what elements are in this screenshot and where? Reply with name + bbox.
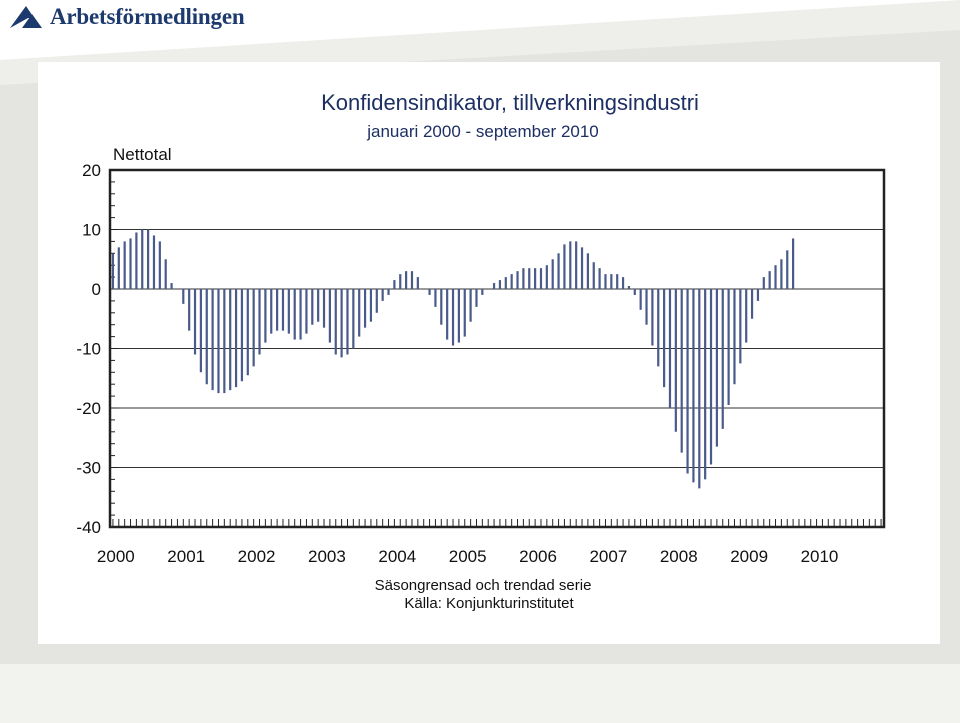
y-tick-label: 0 xyxy=(92,280,101,299)
arbetsformedlingen-logo-icon xyxy=(10,6,42,28)
x-tick-label: 2002 xyxy=(238,547,276,566)
x-tick-label: 2001 xyxy=(167,547,205,566)
y-tick-label: 10 xyxy=(82,221,101,240)
chart-title: Konfidensindikator, tillverkningsindustr… xyxy=(321,90,699,115)
x-tick-label: 2008 xyxy=(660,547,698,566)
bottom-band xyxy=(0,664,960,723)
x-tick-labels: 2000 2001 2002 2003 2004 2005 2006 2007 2008 2009… xyxy=(97,547,838,566)
slide-panel xyxy=(38,62,940,644)
brand-logo: Arbetsförmedlingen xyxy=(8,2,245,32)
note-source: Källa: Konjunkturinstitutet xyxy=(404,595,574,612)
y-tick-label: -20 xyxy=(76,399,101,418)
y-axis-unit-label: Nettotal xyxy=(113,145,172,164)
y-tick-label: -10 xyxy=(76,340,101,359)
y-tick-label: -30 xyxy=(76,459,101,478)
x-tick-label: 2004 xyxy=(378,547,416,566)
x-tick-label: 2003 xyxy=(308,547,346,566)
gridlines xyxy=(110,229,884,468)
x-tick-label: 2006 xyxy=(519,547,557,566)
plot-frame xyxy=(108,168,886,529)
x-tick-label: 2010 xyxy=(801,547,839,566)
x-tick-label: 2005 xyxy=(449,547,487,566)
x-tick-label: 2007 xyxy=(589,547,627,566)
y-tick-label: 20 xyxy=(82,161,101,180)
y-tick-labels: 20 10 0 -10 -20 -30 -40 xyxy=(76,161,101,537)
bar-series xyxy=(111,229,795,489)
x-tick-label: 2009 xyxy=(730,547,768,566)
y-tick-label: -40 xyxy=(76,518,101,537)
brand-name: Arbetsförmedlingen xyxy=(50,4,245,29)
x-month-ticks xyxy=(112,519,882,527)
chart-subtitle: januari 2000 - september 2010 xyxy=(366,122,599,141)
note-seasonally-adjusted: Säsongrensad och trendad serie xyxy=(375,577,592,594)
x-tick-label: 2000 xyxy=(97,547,135,566)
